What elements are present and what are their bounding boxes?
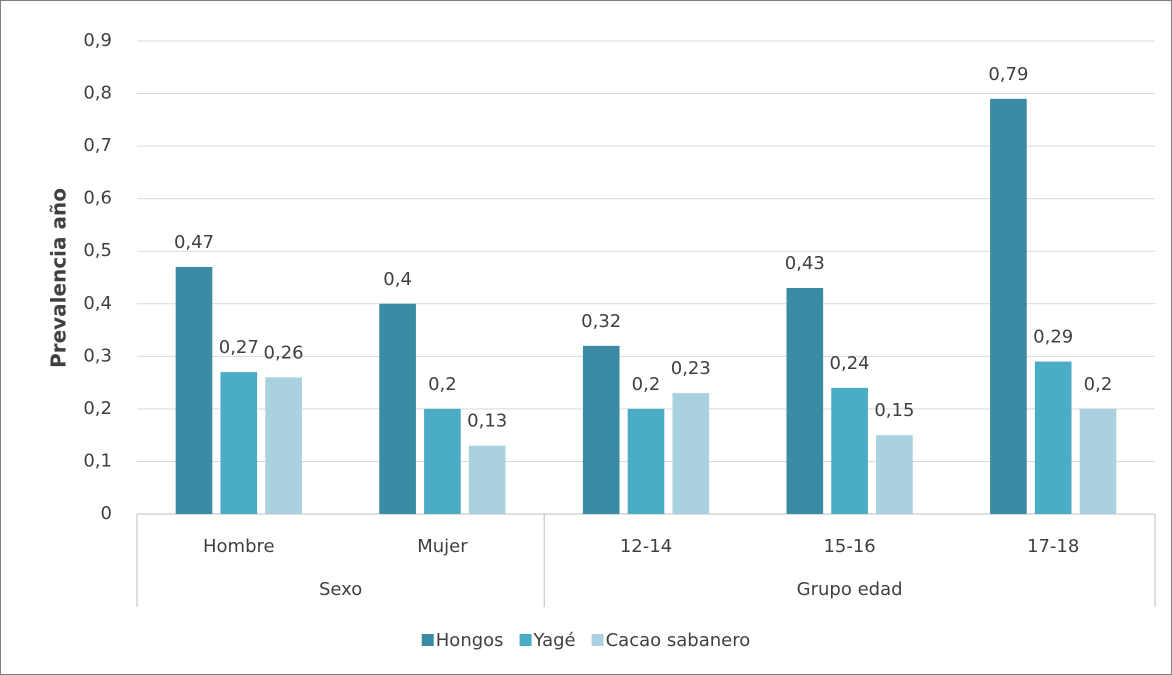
data-label: 0,26 — [264, 342, 304, 363]
data-label: 0,43 — [785, 253, 825, 274]
bar — [990, 98, 1027, 515]
bar — [786, 288, 824, 514]
bar — [1079, 408, 1117, 514]
bar — [627, 408, 665, 514]
x-tick-label: 15-16 — [823, 536, 875, 557]
x-tick-label: 12-14 — [620, 536, 672, 557]
bar — [582, 345, 620, 514]
group-label: Grupo edad — [797, 579, 903, 600]
legend-label: Yagé — [533, 630, 576, 651]
x-tick-label: Hombre — [203, 536, 275, 557]
group-label: Sexo — [319, 579, 362, 600]
data-label: 0,2 — [632, 374, 661, 395]
legend-swatch — [421, 634, 434, 646]
bar — [876, 435, 913, 514]
data-label: 0,32 — [581, 311, 621, 332]
y-tick-label: 0,9 — [83, 30, 112, 51]
x-tick-label: Mujer — [417, 536, 468, 557]
y-tick-label: 0,5 — [83, 240, 112, 261]
y-tick-label: 0,3 — [83, 345, 112, 366]
bar — [175, 266, 213, 514]
legend-swatch — [519, 634, 532, 646]
bar — [424, 408, 461, 514]
y-tick-label: 0,6 — [83, 188, 112, 209]
data-label: 0,79 — [988, 64, 1028, 85]
data-label: 0,27 — [219, 337, 259, 358]
x-tick-label: 17-18 — [1027, 536, 1079, 557]
data-label: 0,29 — [1033, 327, 1073, 348]
data-label: 0,23 — [671, 358, 711, 379]
data-label: 0,4 — [383, 269, 412, 290]
legend-label: Hongos — [436, 630, 504, 651]
data-label: 0,15 — [874, 400, 914, 421]
data-label: 0,13 — [467, 411, 507, 432]
legend-label: Cacao sabanero — [606, 630, 751, 651]
y-tick-label: 0,4 — [83, 293, 112, 314]
bar — [1034, 361, 1072, 514]
bar — [379, 303, 416, 514]
y-tick-label: 0,2 — [83, 398, 112, 419]
y-tick-label: 0,1 — [83, 450, 112, 471]
data-label: 0,47 — [174, 232, 214, 253]
bar — [672, 393, 710, 514]
y-tick-label: 0 — [101, 503, 112, 524]
bar — [220, 372, 258, 514]
y-axis-title: Prevalencia año — [47, 188, 71, 368]
bar — [468, 445, 506, 514]
bar — [831, 387, 868, 514]
y-tick-label: 0,8 — [83, 83, 112, 104]
legend-swatch — [591, 634, 604, 646]
y-tick-label: 0,7 — [83, 135, 112, 156]
bar — [265, 377, 302, 514]
data-label: 0,2 — [1084, 374, 1113, 395]
data-label: 0,24 — [830, 353, 870, 374]
data-label: 0,2 — [428, 374, 457, 395]
